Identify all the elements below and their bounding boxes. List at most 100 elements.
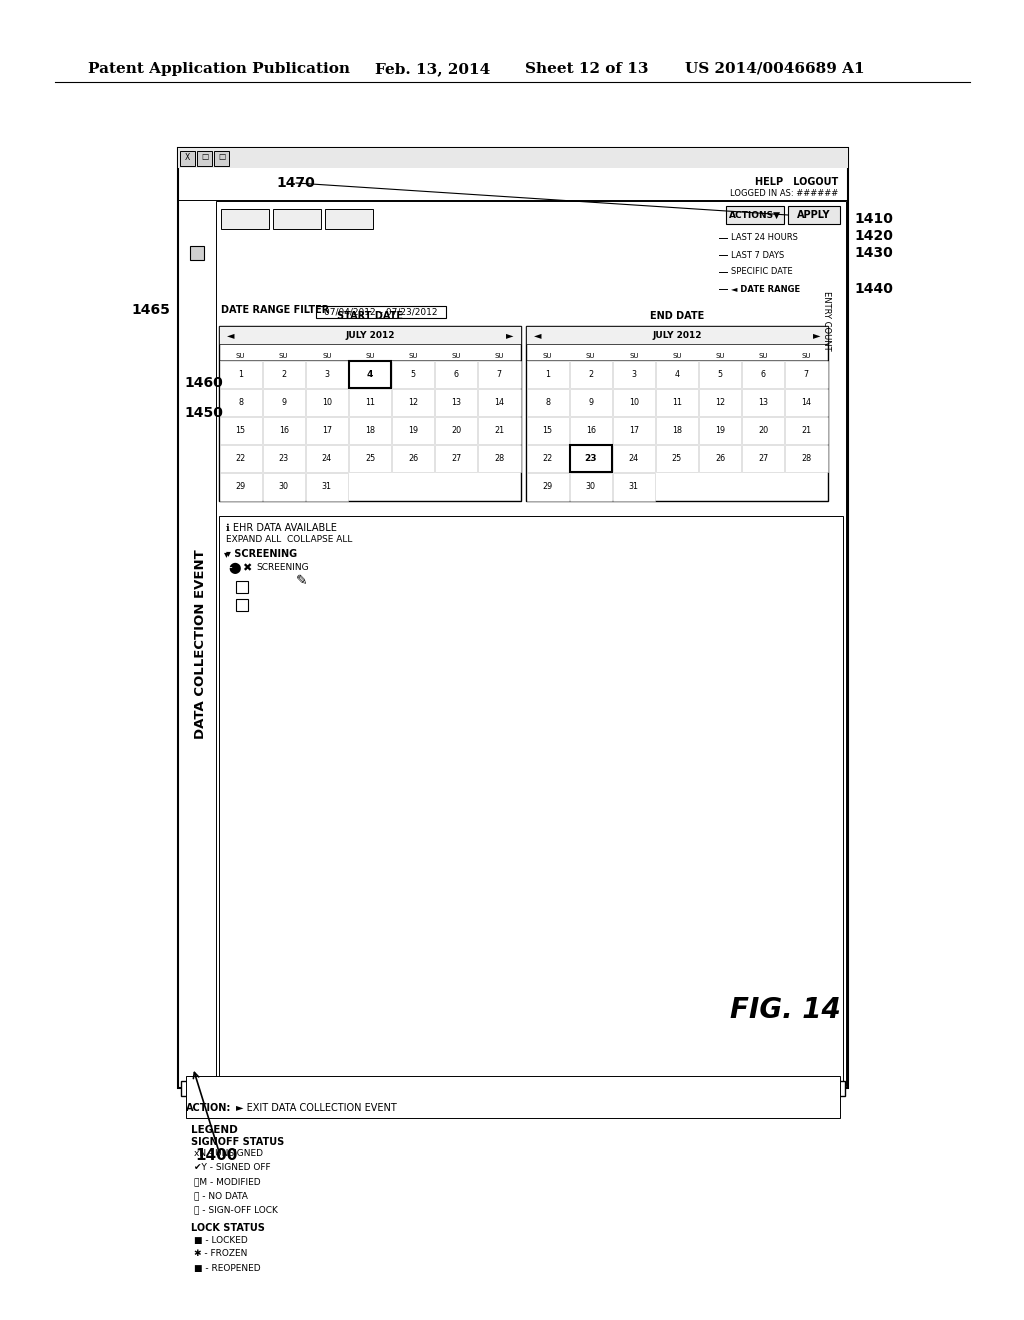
Bar (306, 445, 348, 473)
Bar (526, 326, 828, 502)
Text: X: X (185, 153, 190, 161)
Bar (785, 417, 827, 444)
Bar (656, 388, 698, 416)
Text: ✔Y - SIGNED OFF: ✔Y - SIGNED OFF (194, 1163, 270, 1172)
Text: 24: 24 (322, 454, 332, 463)
Text: 9: 9 (282, 397, 287, 407)
Bar (526, 388, 568, 416)
Text: 31: 31 (322, 482, 332, 491)
Text: 15: 15 (543, 426, 553, 436)
Bar (612, 360, 655, 388)
Text: 18: 18 (365, 426, 375, 436)
Bar (221, 209, 269, 228)
Bar (219, 516, 843, 1081)
Text: 21: 21 (802, 426, 811, 436)
Text: 3: 3 (632, 370, 636, 379)
Bar (219, 326, 521, 345)
Bar (325, 209, 373, 228)
Text: 1450: 1450 (184, 407, 223, 420)
Text: SCREENING: SCREENING (256, 564, 308, 573)
Bar (435, 388, 477, 416)
Text: 6: 6 (454, 370, 459, 379)
Text: Patent Application Publication: Patent Application Publication (88, 62, 350, 77)
Text: 26: 26 (715, 454, 725, 463)
Bar (392, 445, 434, 473)
Bar (478, 388, 520, 416)
Text: □: □ (201, 153, 208, 161)
Text: LAST 7 DAYS: LAST 7 DAYS (731, 251, 784, 260)
Text: ⓄM - MODIFIED: ⓄM - MODIFIED (194, 1177, 261, 1187)
Bar (190, 246, 204, 260)
Text: 30: 30 (586, 482, 596, 491)
Bar (219, 417, 262, 444)
Bar (197, 150, 212, 166)
Text: ℹ EHR DATA AVAILABLE: ℹ EHR DATA AVAILABLE (226, 523, 337, 533)
Text: 25: 25 (365, 454, 375, 463)
Text: SU: SU (543, 352, 552, 359)
Bar (526, 326, 828, 345)
Bar (569, 417, 611, 444)
Bar (569, 474, 611, 500)
Text: 6: 6 (761, 370, 766, 379)
Bar (612, 388, 655, 416)
Bar (435, 417, 477, 444)
Text: HELP   LOGOUT: HELP LOGOUT (755, 177, 838, 187)
Text: ◄: ◄ (534, 330, 542, 341)
Text: 20: 20 (758, 426, 768, 436)
Bar (349, 360, 391, 388)
Text: FIG. 14: FIG. 14 (730, 997, 841, 1024)
Text: ► EXIT DATA COLLECTION EVENT: ► EXIT DATA COLLECTION EVENT (236, 1104, 396, 1113)
Bar (236, 599, 248, 611)
Text: JULY 2012: JULY 2012 (652, 330, 701, 339)
Bar (306, 360, 348, 388)
Bar (262, 445, 305, 473)
Bar (262, 388, 305, 416)
Text: 10: 10 (629, 397, 639, 407)
Text: 23: 23 (585, 454, 597, 463)
Bar (699, 445, 741, 473)
Text: Sheet 12 of 13: Sheet 12 of 13 (525, 62, 648, 77)
Bar (435, 445, 477, 473)
Bar (788, 206, 840, 224)
Text: 11: 11 (672, 397, 682, 407)
Text: ▾: ▾ (224, 549, 229, 558)
Text: 29: 29 (543, 482, 553, 491)
Text: 13: 13 (759, 397, 768, 407)
Text: 29: 29 (236, 482, 246, 491)
Text: 8: 8 (238, 397, 243, 407)
Text: 20: 20 (452, 426, 462, 436)
Bar (612, 445, 655, 473)
Bar (349, 388, 391, 416)
Text: ►: ► (812, 330, 820, 341)
Text: ◄: ◄ (227, 330, 234, 341)
Text: END DATE: END DATE (650, 312, 705, 321)
Text: 18: 18 (672, 426, 682, 436)
Bar (656, 417, 698, 444)
Text: □: □ (218, 153, 225, 161)
Text: ■ - LOCKED: ■ - LOCKED (194, 1236, 248, 1245)
Text: ⓔ - SIGN-OFF LOCK: ⓔ - SIGN-OFF LOCK (194, 1205, 278, 1214)
Text: EXPAND ALL  COLLAPSE ALL: EXPAND ALL COLLAPSE ALL (226, 536, 352, 544)
Text: ►: ► (506, 330, 513, 341)
Text: 22: 22 (543, 454, 553, 463)
Bar (219, 360, 262, 388)
Bar (214, 150, 229, 166)
Text: 9: 9 (588, 397, 593, 407)
Text: 28: 28 (495, 454, 505, 463)
Text: SU: SU (716, 352, 725, 359)
Bar (526, 417, 568, 444)
Text: 8: 8 (545, 397, 550, 407)
Bar (181, 1081, 845, 1096)
Text: 19: 19 (409, 426, 418, 436)
Text: ⬤: ⬤ (228, 562, 241, 574)
Bar (219, 474, 262, 500)
Text: 1410: 1410 (854, 213, 893, 226)
Text: 4: 4 (675, 370, 680, 379)
Text: ■ - REOPENED: ■ - REOPENED (194, 1263, 261, 1272)
Text: Feb. 13, 2014: Feb. 13, 2014 (375, 62, 490, 77)
Bar (785, 360, 827, 388)
Text: 13: 13 (452, 397, 461, 407)
Text: 1400: 1400 (195, 1147, 238, 1163)
Text: +: + (223, 564, 232, 573)
Bar (262, 360, 305, 388)
